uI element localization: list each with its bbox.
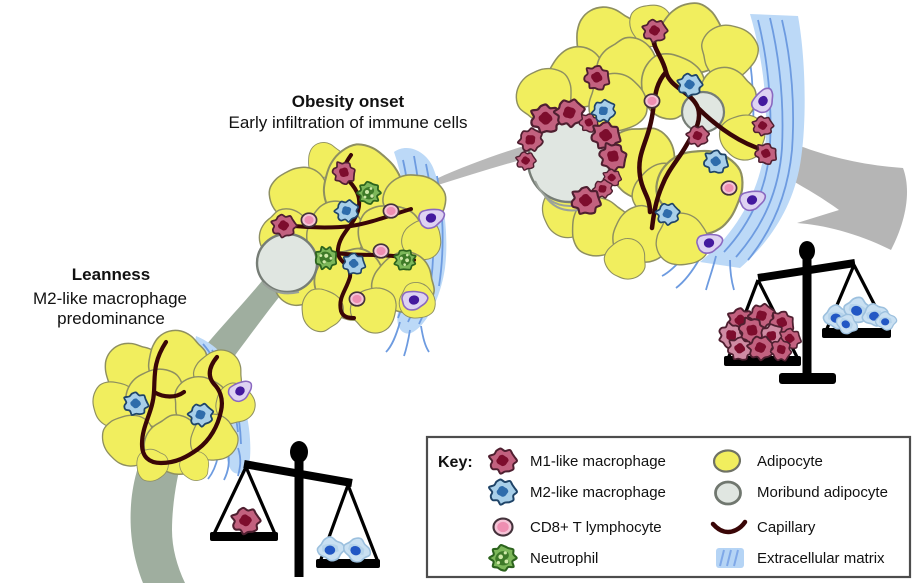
svg-text:Neutrophil: Neutrophil [530,550,598,567]
svg-text:Extracellular matrix: Extracellular matrix [757,550,885,567]
svg-text:CD8+ T lymphocyte: CD8+ T lymphocyte [530,519,662,536]
svg-text:Capillary: Capillary [757,519,816,536]
svg-text:M2-like macrophage: M2-like macrophage [530,484,666,501]
svg-text:Adipocyte: Adipocyte [757,453,823,470]
svg-text:Early infiltration of immune c: Early infiltration of immune cells [228,113,467,132]
svg-text:predominance: predominance [57,309,165,328]
svg-text:Obesity onset: Obesity onset [292,92,405,111]
svg-text:M2-like macrophage: M2-like macrophage [33,289,187,308]
svg-text:Moribund adipocyte: Moribund adipocyte [757,484,888,501]
svg-text:Key:: Key: [438,454,473,471]
svg-text:M1-like macrophage: M1-like macrophage [530,453,666,470]
svg-text:Leanness: Leanness [72,265,150,284]
